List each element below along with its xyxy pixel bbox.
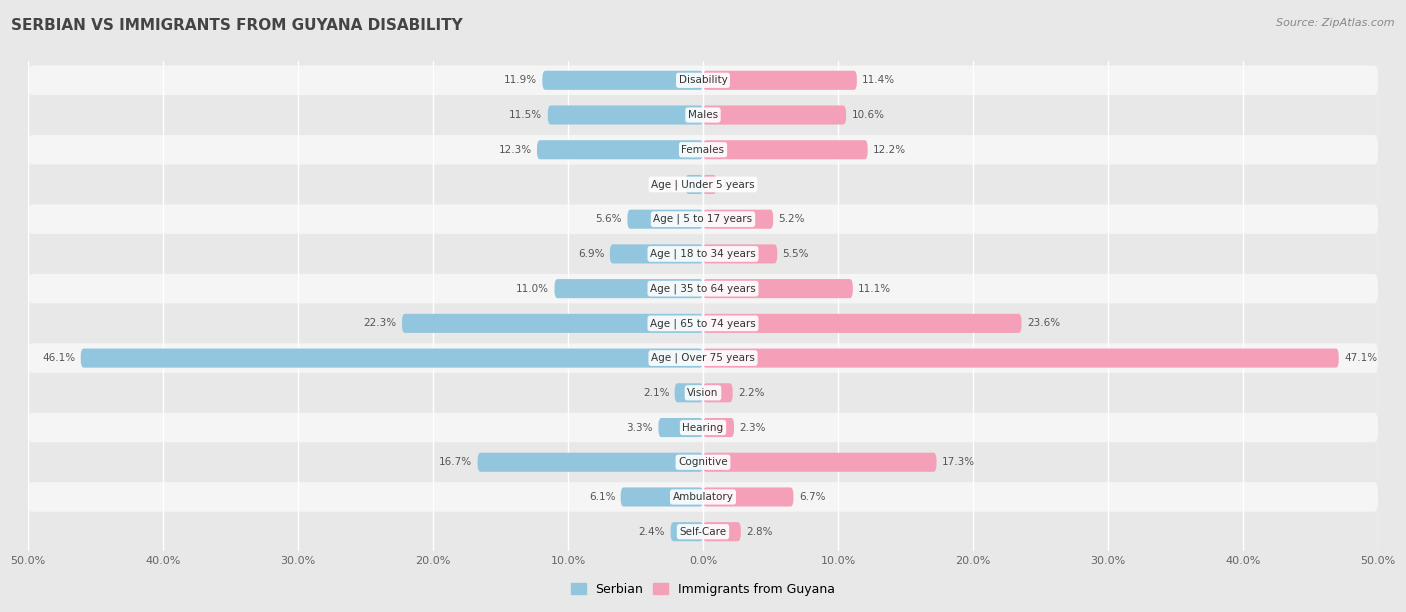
Legend: Serbian, Immigrants from Guyana: Serbian, Immigrants from Guyana — [565, 578, 841, 601]
FancyBboxPatch shape — [620, 487, 703, 507]
Text: 6.1%: 6.1% — [589, 492, 616, 502]
Text: Females: Females — [682, 145, 724, 155]
Text: Age | 18 to 34 years: Age | 18 to 34 years — [650, 248, 756, 259]
FancyBboxPatch shape — [28, 517, 1378, 547]
FancyBboxPatch shape — [28, 308, 1378, 338]
FancyBboxPatch shape — [28, 239, 1378, 269]
FancyBboxPatch shape — [28, 170, 1378, 200]
Text: 6.9%: 6.9% — [578, 249, 605, 259]
Text: 2.3%: 2.3% — [740, 422, 766, 433]
Text: 46.1%: 46.1% — [42, 353, 76, 363]
Text: 11.9%: 11.9% — [503, 75, 537, 85]
Text: Cognitive: Cognitive — [678, 457, 728, 467]
FancyBboxPatch shape — [543, 71, 703, 90]
Text: Age | 35 to 64 years: Age | 35 to 64 years — [650, 283, 756, 294]
Text: Age | Under 5 years: Age | Under 5 years — [651, 179, 755, 190]
FancyBboxPatch shape — [703, 140, 868, 159]
FancyBboxPatch shape — [675, 383, 703, 402]
Text: 11.0%: 11.0% — [516, 283, 550, 294]
Text: 3.3%: 3.3% — [627, 422, 652, 433]
Text: 2.8%: 2.8% — [747, 527, 773, 537]
Text: Ambulatory: Ambulatory — [672, 492, 734, 502]
FancyBboxPatch shape — [402, 314, 703, 333]
FancyBboxPatch shape — [686, 175, 703, 194]
FancyBboxPatch shape — [671, 522, 703, 541]
Text: 1.3%: 1.3% — [654, 179, 681, 190]
FancyBboxPatch shape — [28, 412, 1378, 442]
FancyBboxPatch shape — [658, 418, 703, 437]
Text: 47.1%: 47.1% — [1344, 353, 1378, 363]
Text: 12.3%: 12.3% — [499, 145, 531, 155]
Text: 5.2%: 5.2% — [779, 214, 806, 224]
FancyBboxPatch shape — [28, 343, 1378, 373]
FancyBboxPatch shape — [703, 522, 741, 541]
FancyBboxPatch shape — [28, 100, 1378, 130]
FancyBboxPatch shape — [703, 418, 734, 437]
Text: 2.2%: 2.2% — [738, 388, 765, 398]
FancyBboxPatch shape — [703, 314, 1022, 333]
FancyBboxPatch shape — [28, 482, 1378, 512]
Text: Self-Care: Self-Care — [679, 527, 727, 537]
Text: 11.1%: 11.1% — [858, 283, 891, 294]
Text: 2.1%: 2.1% — [643, 388, 669, 398]
Text: Age | 65 to 74 years: Age | 65 to 74 years — [650, 318, 756, 329]
FancyBboxPatch shape — [703, 383, 733, 402]
FancyBboxPatch shape — [703, 349, 1339, 368]
FancyBboxPatch shape — [537, 140, 703, 159]
Text: Age | 5 to 17 years: Age | 5 to 17 years — [654, 214, 752, 225]
FancyBboxPatch shape — [703, 487, 793, 507]
Text: 17.3%: 17.3% — [942, 457, 974, 467]
Text: Males: Males — [688, 110, 718, 120]
FancyBboxPatch shape — [554, 279, 703, 298]
Text: 23.6%: 23.6% — [1026, 318, 1060, 329]
FancyBboxPatch shape — [703, 105, 846, 125]
Text: Source: ZipAtlas.com: Source: ZipAtlas.com — [1277, 18, 1395, 28]
FancyBboxPatch shape — [80, 349, 703, 368]
Text: 2.4%: 2.4% — [638, 527, 665, 537]
FancyBboxPatch shape — [703, 175, 717, 194]
Text: SERBIAN VS IMMIGRANTS FROM GUYANA DISABILITY: SERBIAN VS IMMIGRANTS FROM GUYANA DISABI… — [11, 18, 463, 34]
Text: 12.2%: 12.2% — [873, 145, 907, 155]
Text: 22.3%: 22.3% — [364, 318, 396, 329]
FancyBboxPatch shape — [610, 244, 703, 263]
Text: Vision: Vision — [688, 388, 718, 398]
Text: Disability: Disability — [679, 75, 727, 85]
Text: Hearing: Hearing — [682, 422, 724, 433]
FancyBboxPatch shape — [28, 204, 1378, 234]
FancyBboxPatch shape — [627, 210, 703, 229]
Text: 10.6%: 10.6% — [852, 110, 884, 120]
Text: 5.5%: 5.5% — [783, 249, 808, 259]
Text: Age | Over 75 years: Age | Over 75 years — [651, 353, 755, 364]
FancyBboxPatch shape — [703, 279, 853, 298]
FancyBboxPatch shape — [548, 105, 703, 125]
Text: 5.6%: 5.6% — [596, 214, 621, 224]
FancyBboxPatch shape — [703, 453, 936, 472]
Text: 1.0%: 1.0% — [721, 179, 748, 190]
FancyBboxPatch shape — [703, 71, 856, 90]
Text: 6.7%: 6.7% — [799, 492, 825, 502]
FancyBboxPatch shape — [703, 244, 778, 263]
Text: 11.5%: 11.5% — [509, 110, 543, 120]
FancyBboxPatch shape — [28, 378, 1378, 408]
FancyBboxPatch shape — [28, 65, 1378, 95]
FancyBboxPatch shape — [28, 274, 1378, 304]
Text: 16.7%: 16.7% — [439, 457, 472, 467]
FancyBboxPatch shape — [28, 447, 1378, 477]
FancyBboxPatch shape — [478, 453, 703, 472]
Text: 11.4%: 11.4% — [862, 75, 896, 85]
FancyBboxPatch shape — [28, 135, 1378, 165]
FancyBboxPatch shape — [703, 210, 773, 229]
